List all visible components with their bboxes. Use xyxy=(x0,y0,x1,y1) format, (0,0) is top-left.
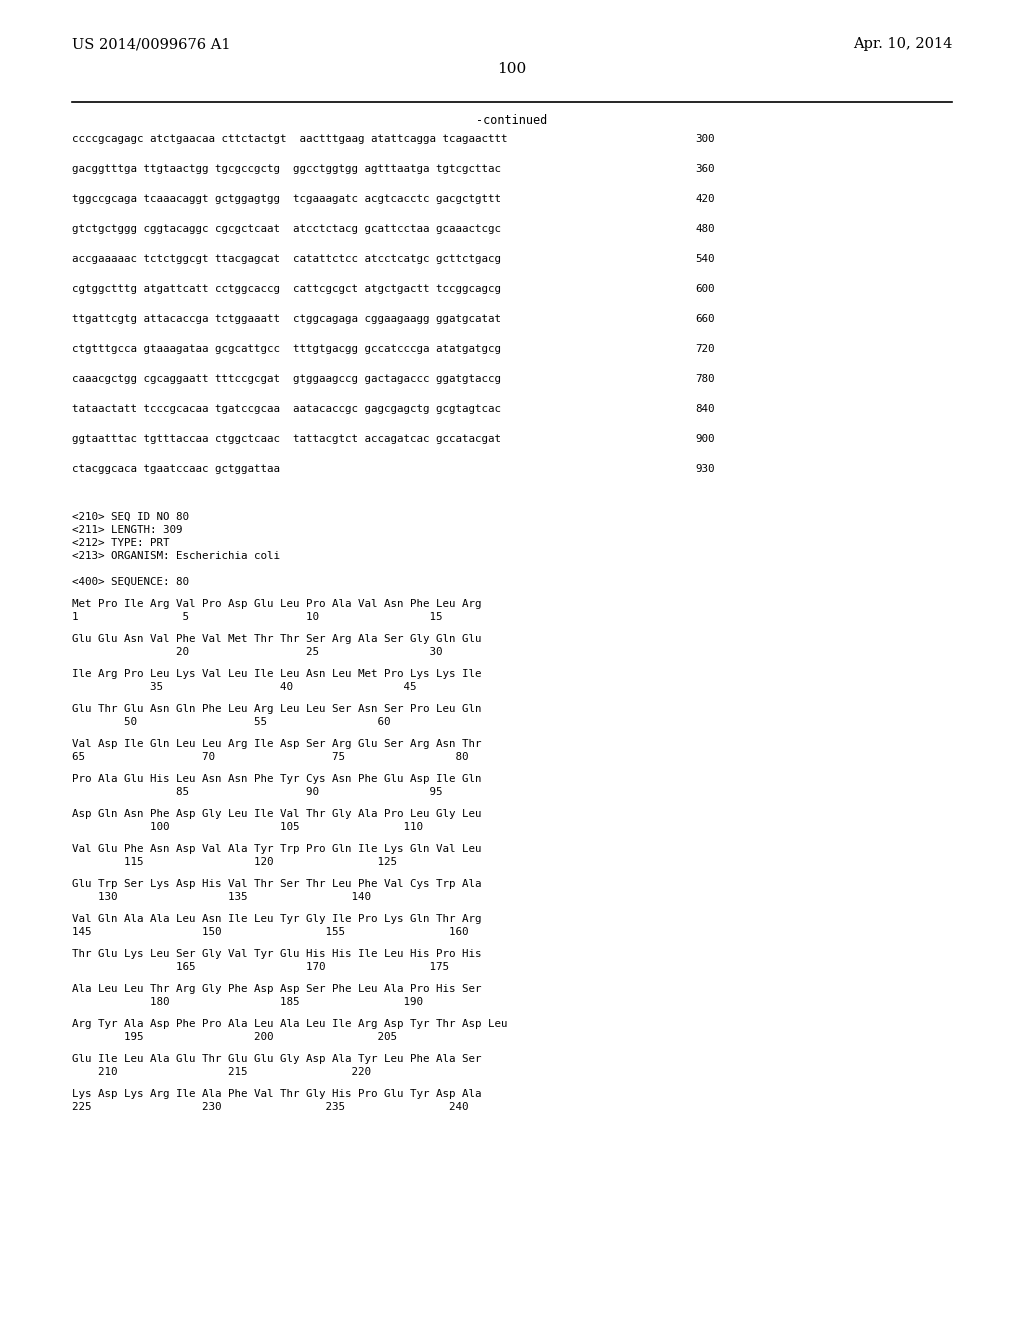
Text: tataactatt tcccgcacaa tgatccgcaa  aatacaccgc gagcgagctg gcgtagtcac: tataactatt tcccgcacaa tgatccgcaa aatacac… xyxy=(72,404,501,414)
Text: 300: 300 xyxy=(695,135,715,144)
Text: <212> TYPE: PRT: <212> TYPE: PRT xyxy=(72,539,170,548)
Text: Glu Trp Ser Lys Asp His Val Thr Ser Thr Leu Phe Val Cys Trp Ala: Glu Trp Ser Lys Asp His Val Thr Ser Thr … xyxy=(72,879,481,888)
Text: accgaaaaac tctctggcgt ttacgagcat  catattctcc atcctcatgc gcttctgacg: accgaaaaac tctctggcgt ttacgagcat catattc… xyxy=(72,253,501,264)
Text: 145                 150                155                160: 145 150 155 160 xyxy=(72,927,469,937)
Text: Arg Tyr Ala Asp Phe Pro Ala Leu Ala Leu Ile Arg Asp Tyr Thr Asp Leu: Arg Tyr Ala Asp Phe Pro Ala Leu Ala Leu … xyxy=(72,1019,508,1030)
Text: Apr. 10, 2014: Apr. 10, 2014 xyxy=(853,37,952,51)
Text: 50                  55                 60: 50 55 60 xyxy=(72,717,390,727)
Text: <210> SEQ ID NO 80: <210> SEQ ID NO 80 xyxy=(72,512,189,521)
Text: 600: 600 xyxy=(695,284,715,294)
Text: ccccgcagagc atctgaacaa cttctactgt  aactttgaag atattcagga tcagaacttt: ccccgcagagc atctgaacaa cttctactgt aacttt… xyxy=(72,135,508,144)
Text: Thr Glu Lys Leu Ser Gly Val Tyr Glu His His Ile Leu His Pro His: Thr Glu Lys Leu Ser Gly Val Tyr Glu His … xyxy=(72,949,481,960)
Text: 720: 720 xyxy=(695,345,715,354)
Text: 780: 780 xyxy=(695,374,715,384)
Text: 210                 215                220: 210 215 220 xyxy=(72,1067,371,1077)
Text: 225                 230                235                240: 225 230 235 240 xyxy=(72,1102,469,1111)
Text: US 2014/0099676 A1: US 2014/0099676 A1 xyxy=(72,37,230,51)
Text: gtctgctggg cggtacaggc cgcgctcaat  atcctctacg gcattcctaa gcaaactcgc: gtctgctggg cggtacaggc cgcgctcaat atcctct… xyxy=(72,224,501,234)
Text: gacggtttga ttgtaactgg tgcgccgctg  ggcctggtgg agtttaatga tgtcgcttac: gacggtttga ttgtaactgg tgcgccgctg ggcctgg… xyxy=(72,164,501,174)
Text: Ala Leu Leu Thr Arg Gly Phe Asp Asp Ser Phe Leu Ala Pro His Ser: Ala Leu Leu Thr Arg Gly Phe Asp Asp Ser … xyxy=(72,983,481,994)
Text: Glu Ile Leu Ala Glu Thr Glu Glu Gly Asp Ala Tyr Leu Phe Ala Ser: Glu Ile Leu Ala Glu Thr Glu Glu Gly Asp … xyxy=(72,1053,481,1064)
Text: <213> ORGANISM: Escherichia coli: <213> ORGANISM: Escherichia coli xyxy=(72,550,280,561)
Text: Val Glu Phe Asn Asp Val Ala Tyr Trp Pro Gln Ile Lys Gln Val Leu: Val Glu Phe Asn Asp Val Ala Tyr Trp Pro … xyxy=(72,843,481,854)
Text: 20                  25                 30: 20 25 30 xyxy=(72,647,442,657)
Text: Glu Thr Glu Asn Gln Phe Leu Arg Leu Leu Ser Asn Ser Pro Leu Gln: Glu Thr Glu Asn Gln Phe Leu Arg Leu Leu … xyxy=(72,704,481,714)
Text: Val Asp Ile Gln Leu Leu Arg Ile Asp Ser Arg Glu Ser Arg Asn Thr: Val Asp Ile Gln Leu Leu Arg Ile Asp Ser … xyxy=(72,739,481,748)
Text: 420: 420 xyxy=(695,194,715,205)
Text: tggccgcaga tcaaacaggt gctggagtgg  tcgaaagatc acgtcacctc gacgctgttt: tggccgcaga tcaaacaggt gctggagtgg tcgaaag… xyxy=(72,194,501,205)
Text: 35                  40                 45: 35 40 45 xyxy=(72,682,417,692)
Text: Glu Glu Asn Val Phe Val Met Thr Thr Ser Arg Ala Ser Gly Gln Glu: Glu Glu Asn Val Phe Val Met Thr Thr Ser … xyxy=(72,634,481,644)
Text: Asp Gln Asn Phe Asp Gly Leu Ile Val Thr Gly Ala Pro Leu Gly Leu: Asp Gln Asn Phe Asp Gly Leu Ile Val Thr … xyxy=(72,809,481,818)
Text: ctacggcaca tgaatccaac gctggattaa: ctacggcaca tgaatccaac gctggattaa xyxy=(72,465,280,474)
Text: 100                 105                110: 100 105 110 xyxy=(72,822,423,832)
Text: 1                5                  10                 15: 1 5 10 15 xyxy=(72,612,442,622)
Text: Lys Asp Lys Arg Ile Ala Phe Val Thr Gly His Pro Glu Tyr Asp Ala: Lys Asp Lys Arg Ile Ala Phe Val Thr Gly … xyxy=(72,1089,481,1100)
Text: 660: 660 xyxy=(695,314,715,323)
Text: cgtggctttg atgattcatt cctggcaccg  cattcgcgct atgctgactt tccggcagcg: cgtggctttg atgattcatt cctggcaccg cattcgc… xyxy=(72,284,501,294)
Text: ctgtttgcca gtaaagataa gcgcattgcc  tttgtgacgg gccatcccga atatgatgcg: ctgtttgcca gtaaagataa gcgcattgcc tttgtga… xyxy=(72,345,501,354)
Text: Val Gln Ala Ala Leu Asn Ile Leu Tyr Gly Ile Pro Lys Gln Thr Arg: Val Gln Ala Ala Leu Asn Ile Leu Tyr Gly … xyxy=(72,913,481,924)
Text: 480: 480 xyxy=(695,224,715,234)
Text: 65                  70                  75                 80: 65 70 75 80 xyxy=(72,752,469,762)
Text: -continued: -continued xyxy=(476,114,548,127)
Text: 100: 100 xyxy=(498,62,526,77)
Text: caaacgctgg cgcaggaatt tttccgcgat  gtggaagccg gactagaccc ggatgtaccg: caaacgctgg cgcaggaatt tttccgcgat gtggaag… xyxy=(72,374,501,384)
Text: 840: 840 xyxy=(695,404,715,414)
Text: 180                 185                190: 180 185 190 xyxy=(72,997,423,1007)
Text: Ile Arg Pro Leu Lys Val Leu Ile Leu Asn Leu Met Pro Lys Lys Ile: Ile Arg Pro Leu Lys Val Leu Ile Leu Asn … xyxy=(72,669,481,678)
Text: 540: 540 xyxy=(695,253,715,264)
Text: 360: 360 xyxy=(695,164,715,174)
Text: 195                 200                205: 195 200 205 xyxy=(72,1032,397,1041)
Text: <400> SEQUENCE: 80: <400> SEQUENCE: 80 xyxy=(72,577,189,587)
Text: <211> LENGTH: 309: <211> LENGTH: 309 xyxy=(72,525,182,535)
Text: 930: 930 xyxy=(695,465,715,474)
Text: 85                  90                 95: 85 90 95 xyxy=(72,787,442,797)
Text: Pro Ala Glu His Leu Asn Asn Phe Tyr Cys Asn Phe Glu Asp Ile Gln: Pro Ala Glu His Leu Asn Asn Phe Tyr Cys … xyxy=(72,774,481,784)
Text: Met Pro Ile Arg Val Pro Asp Glu Leu Pro Ala Val Asn Phe Leu Arg: Met Pro Ile Arg Val Pro Asp Glu Leu Pro … xyxy=(72,599,481,609)
Text: 165                 170                175: 165 170 175 xyxy=(72,962,449,972)
Text: ttgattcgtg attacaccga tctggaaatt  ctggcagaga cggaagaagg ggatgcatat: ttgattcgtg attacaccga tctggaaatt ctggcag… xyxy=(72,314,501,323)
Text: ggtaatttac tgtttaccaa ctggctcaac  tattacgtct accagatcac gccatacgat: ggtaatttac tgtttaccaa ctggctcaac tattacg… xyxy=(72,434,501,444)
Text: 900: 900 xyxy=(695,434,715,444)
Text: 115                 120                125: 115 120 125 xyxy=(72,857,397,867)
Text: 130                 135                140: 130 135 140 xyxy=(72,892,371,902)
